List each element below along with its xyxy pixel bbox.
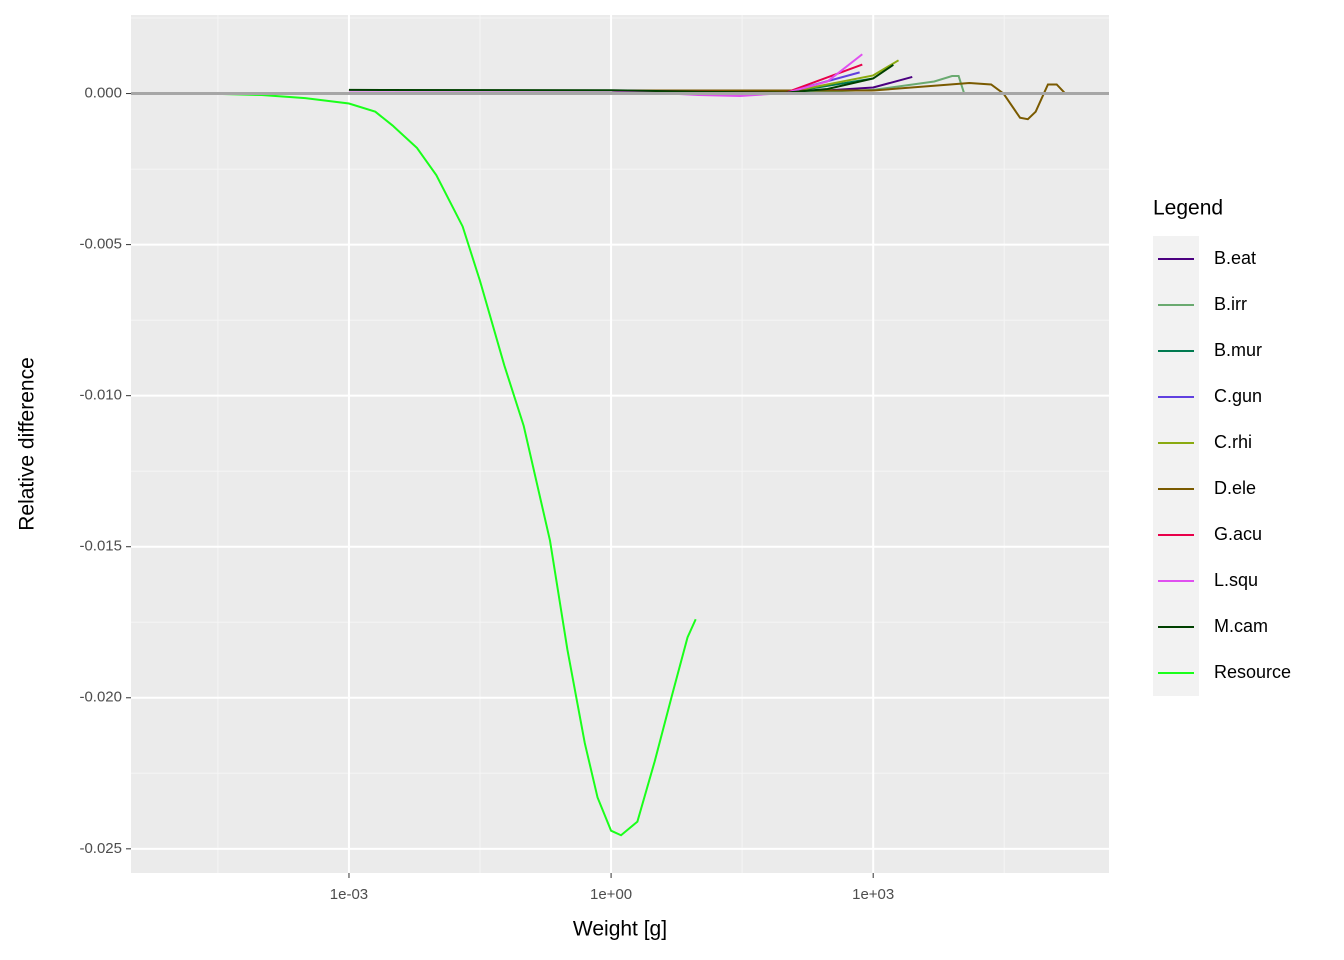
- y-tick-label: 0.000: [84, 85, 122, 102]
- legend-title: Legend: [1153, 197, 1223, 220]
- y-tick-label: -0.025: [79, 840, 122, 857]
- legend-label: G.acu: [1214, 524, 1262, 544]
- y-axis-title: Relative difference: [16, 357, 39, 531]
- legend-key-background: [1153, 236, 1199, 696]
- legend-label: B.mur: [1214, 340, 1262, 360]
- legend-label: M.cam: [1214, 616, 1268, 636]
- legend-label: B.irr: [1214, 294, 1247, 314]
- y-tick-label: -0.020: [79, 689, 122, 706]
- y-tick-label: -0.010: [79, 387, 122, 404]
- legend-label: L.squ: [1214, 570, 1258, 590]
- x-tick-label: 1e+00: [590, 886, 632, 903]
- x-tick-label: 1e-03: [330, 886, 368, 903]
- x-axis-title: Weight [g]: [573, 918, 667, 941]
- legend-label: C.gun: [1214, 386, 1262, 406]
- series-line: [174, 92, 697, 837]
- plot-panel: [131, 15, 1109, 873]
- x-tick-label: 1e+03: [852, 886, 894, 903]
- legend-label: D.ele: [1214, 478, 1256, 498]
- legend-label: C.rhi: [1214, 432, 1252, 452]
- legend-label: Resource: [1214, 662, 1291, 682]
- y-tick-label: -0.015: [79, 538, 122, 555]
- legend-label: B.eat: [1214, 248, 1256, 268]
- y-tick-label: -0.005: [79, 236, 122, 253]
- series-line: [348, 81, 1067, 121]
